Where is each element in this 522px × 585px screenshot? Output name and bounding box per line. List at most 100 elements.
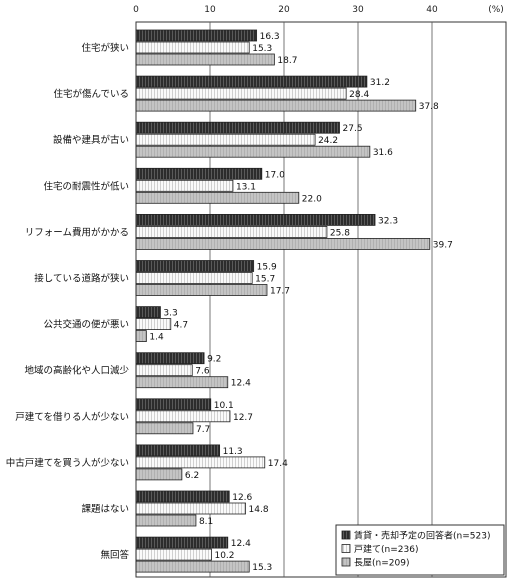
bar-1 (135, 260, 255, 272)
value-labels: 16.3 15.3 18.7 31.228.4 37.8 27.5 24.2 31.6 17.0… (149, 32, 452, 573)
value-label: 11.3 (223, 447, 243, 457)
category-label: 設備や建具が古い (53, 134, 129, 146)
category-label: 接している道路が狭い (34, 273, 129, 285)
plot-frame (135, 21, 507, 578)
value-label: 32.3 (378, 216, 398, 226)
value-label: 17.4 (268, 459, 288, 469)
bar-3 (135, 376, 229, 389)
x-tick-label: 30 (352, 5, 364, 15)
value-label: 25.8 (330, 228, 350, 238)
value-label: 15.3 (252, 563, 272, 573)
bar-1 (135, 167, 263, 180)
bar-3 (135, 99, 417, 112)
x-tick-label: 10 (204, 5, 216, 15)
value-label: 13.1 (236, 182, 256, 192)
legend-series-name: 戸建て (354, 543, 381, 555)
value-label: 7.6 (195, 367, 210, 377)
bar-2 (135, 179, 234, 192)
bar-2 (135, 364, 193, 377)
legend-swatch-3 (341, 557, 351, 567)
bar-2 (135, 272, 253, 284)
category-label: リフォーム費用がかかる (25, 226, 129, 238)
bar-2 (135, 548, 212, 561)
value-label: 12.4 (231, 379, 251, 389)
value-label: 39.7 (433, 240, 453, 250)
category-label: 戸建てを借りる人が少ない (15, 411, 129, 423)
value-label: 12.6 (232, 493, 252, 503)
bar-3 (135, 191, 300, 204)
value-label: 10.1 (214, 401, 234, 411)
bar-1 (135, 398, 212, 411)
category-label: 無回答 (100, 549, 129, 561)
value-label: 12.4 (231, 539, 251, 549)
bar-2 (135, 41, 250, 54)
bar-1 (135, 306, 161, 319)
value-label: 27.5 (343, 124, 363, 134)
value-label: 8.1 (199, 517, 213, 527)
legend-entry: 長屋(n=209) (354, 558, 409, 569)
bar-1 (135, 121, 340, 134)
value-label: 9.2 (207, 355, 221, 365)
bar-1 (135, 352, 205, 365)
value-label: 15.7 (255, 275, 275, 285)
bar-1 (135, 213, 376, 226)
value-label: 14.8 (249, 505, 269, 515)
value-label: 15.3 (252, 44, 272, 54)
legend-swatch-2 (341, 544, 351, 553)
value-label: 15.9 (257, 263, 277, 273)
legend: 賃貸・売却予定の回答者(n=523)戸建て(n=236)長屋(n=209) (335, 524, 505, 576)
category-label: 住宅の耐震性が低い (43, 180, 129, 192)
bar-1 (135, 536, 229, 549)
category-label: 住宅が傷んでいる (53, 88, 129, 100)
bar-3 (135, 284, 268, 296)
bar-3 (135, 330, 147, 343)
value-label: 10.2 (214, 551, 234, 561)
value-label: 22.0 (302, 194, 322, 204)
value-label: 17.7 (270, 287, 290, 297)
value-label: 7.7 (196, 425, 210, 435)
value-label: 4.7 (174, 321, 188, 331)
category-labels: 住宅が狭い住宅が傷んでいる設備や建具が古い住宅の耐震性が低いリフォーム費用がかか… (6, 42, 130, 561)
category-label: 公共交通の便が悪い (43, 319, 129, 331)
value-label: 17.0 (265, 170, 285, 180)
bar-1 (135, 29, 258, 42)
legend-series-n: (n=209) (372, 559, 409, 569)
category-label: 住宅が狭い (81, 42, 129, 54)
value-label: 18.7 (277, 56, 297, 66)
bar-2 (135, 133, 316, 146)
unit-label: (%) (488, 5, 504, 15)
bar-2 (135, 410, 231, 423)
bar-3 (135, 560, 250, 573)
category-label: 課題はない (81, 503, 129, 515)
bar-2 (135, 456, 266, 469)
legend-series-name: 賃貸・売却予定の回答者 (354, 530, 453, 542)
category-label: 地域の高齢化や人口減少 (24, 365, 129, 377)
legend-entry: 戸建て(n=236) (354, 543, 418, 555)
bar-3 (135, 468, 183, 481)
legend-entry: 賃貸・売却予定の回答者(n=523) (354, 530, 490, 542)
value-label: 3.3 (163, 309, 177, 319)
legend-swatch-1 (341, 530, 351, 540)
x-tick-label: 40 (426, 5, 438, 15)
bar-3 (135, 514, 197, 527)
bar-2 (135, 318, 172, 331)
bar-1 (135, 75, 368, 88)
legend-series-n: (n=236) (381, 545, 418, 555)
x-tick-labels: 0 10 20 30 40 (133, 5, 438, 15)
value-label: 37.8 (419, 102, 439, 112)
bar-3 (135, 53, 275, 66)
x-tick-label: 0 (133, 5, 139, 15)
x-tick-label: 20 (278, 5, 290, 15)
bar-3 (135, 237, 431, 250)
bar-1 (135, 444, 221, 457)
bar-2 (135, 502, 246, 515)
legend-series-n: (n=523) (453, 532, 490, 542)
value-label: 31.2 (370, 78, 390, 88)
category-label: 中古戸建てを買う人が少ない (6, 457, 129, 469)
gridlines (209, 22, 433, 577)
value-label: 28.4 (349, 90, 369, 100)
legend-series-name: 長屋 (354, 558, 372, 569)
value-label: 6.2 (185, 471, 199, 481)
value-label: 12.7 (233, 413, 253, 423)
